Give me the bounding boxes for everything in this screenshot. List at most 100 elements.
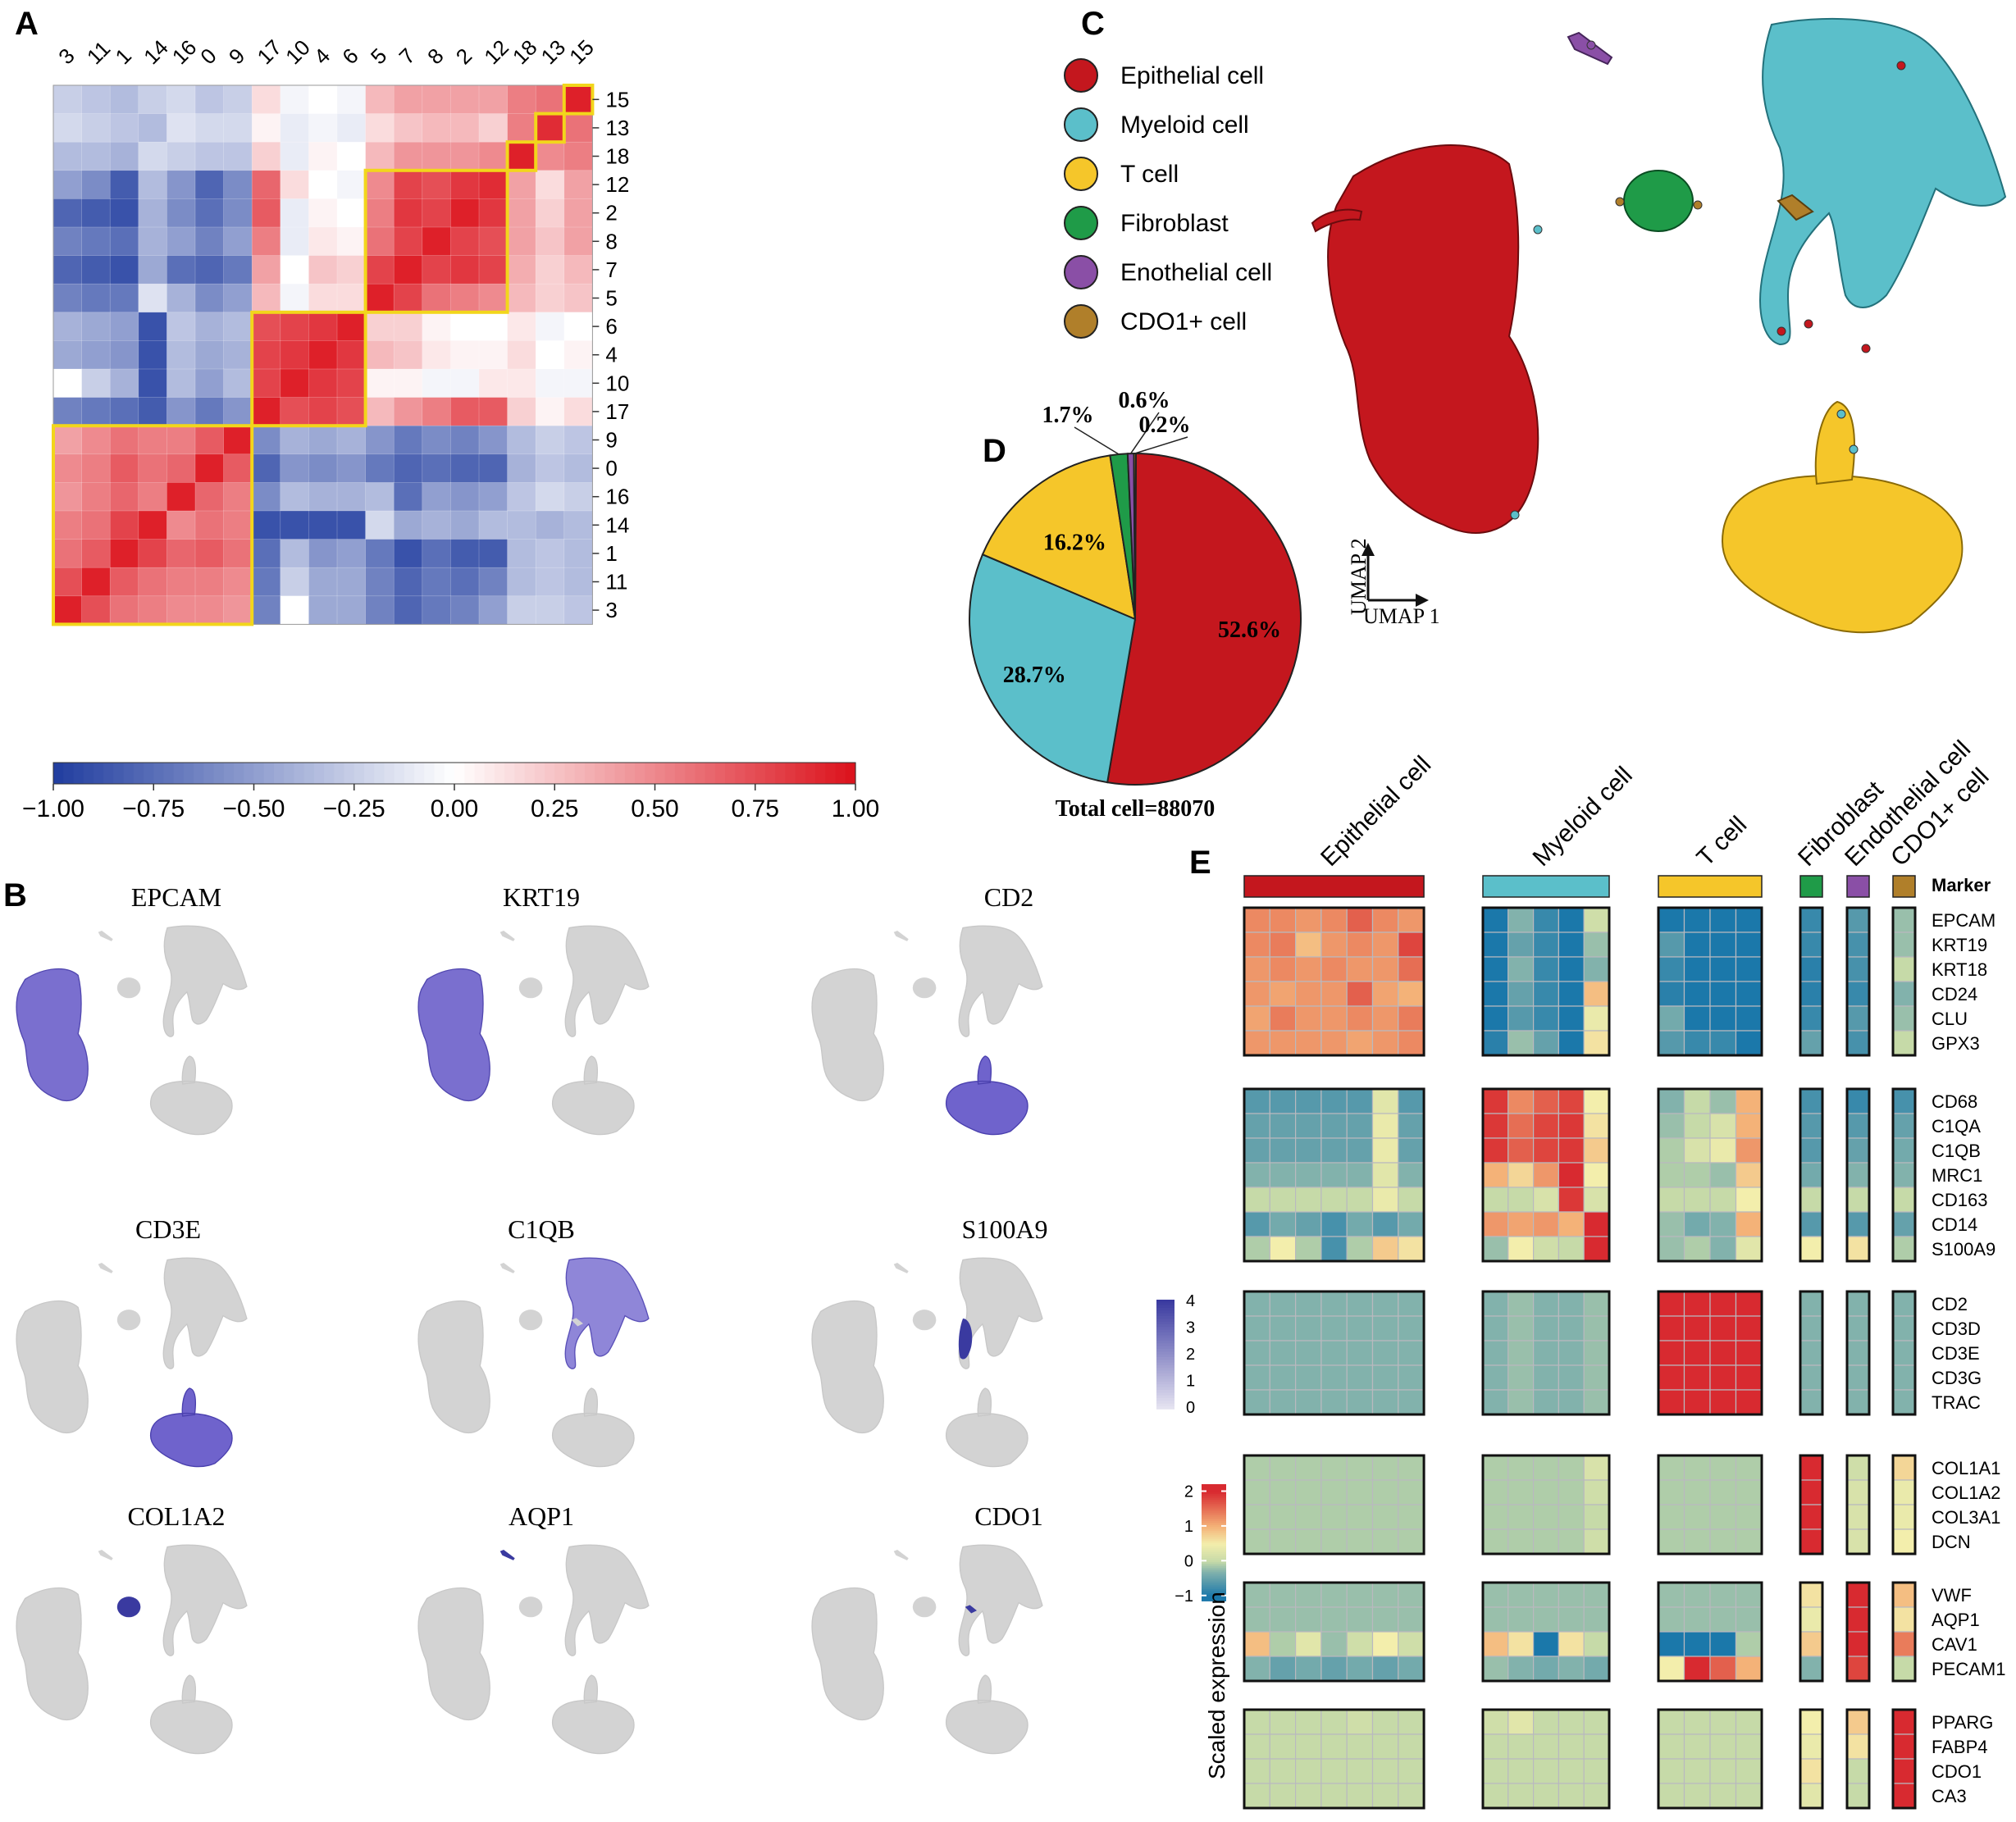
heatmap-cell: [109, 567, 139, 597]
heatmap-cell: [81, 453, 111, 484]
marker-heatmap-cell: [1320, 1709, 1348, 1735]
colorbar-segment: [303, 763, 315, 784]
marker-heatmap-cell: [1892, 1783, 1916, 1809]
marker-heatmap-cell: [1269, 1783, 1297, 1809]
heatmap-cell: [280, 198, 310, 228]
umap-epithelial-cluster: [1327, 144, 1539, 534]
heatmap-cell: [450, 425, 480, 455]
row-tick-label: 6: [605, 314, 617, 339]
heatmap-cell: [251, 595, 281, 626]
marker-heatmap-cell: [1269, 1364, 1297, 1391]
heatmap-cell: [81, 425, 111, 455]
mini-umap-fibroblast: [116, 1310, 141, 1331]
marker-heatmap-cell: [1799, 1187, 1823, 1213]
marker-heatmap-cell: [1846, 1315, 1870, 1341]
feature-colorbar-segment: [1156, 1401, 1174, 1405]
heatmap-cell: [336, 482, 367, 512]
marker-block-outline: [1243, 1290, 1425, 1416]
marker-block-outline: [1891, 1708, 1917, 1810]
group-color-bar: [1482, 875, 1610, 898]
marker-block-outline: [1243, 906, 1425, 1057]
heatmap-cell: [81, 283, 111, 313]
marker-heatmap-cell: [1658, 1455, 1685, 1481]
heatmap-cell: [251, 453, 281, 484]
scaled-colorbar-segment: [1202, 1568, 1226, 1570]
scaled-colorbar-segment: [1202, 1509, 1226, 1512]
heatmap-cell: [52, 255, 83, 285]
heatmap-cell: [308, 312, 338, 342]
heatmap-cell: [422, 255, 452, 285]
colorbar-segment: [574, 763, 586, 784]
marker-heatmap-cell: [1709, 1606, 1737, 1633]
heatmap-cell: [336, 510, 367, 540]
marker-block-outline: [1845, 1581, 1871, 1683]
umap-myeloid-cluster: [1759, 17, 2007, 346]
marker-heatmap-cell: [1683, 956, 1711, 982]
marker-heatmap-cell: [1558, 1631, 1585, 1657]
marker-heatmap-cell: [1583, 956, 1610, 982]
marker-heatmap-cell: [1709, 1340, 1737, 1366]
marker-heatmap-cell: [1371, 1187, 1399, 1213]
marker-heatmap-cell: [1709, 1236, 1737, 1262]
heatmap-cell: [280, 567, 310, 597]
marker-heatmap-cell: [1846, 1455, 1870, 1481]
heatmap-cell: [535, 539, 565, 568]
mini-umap-epithelial: [811, 1300, 884, 1434]
colorbar-segment: [294, 763, 305, 784]
heatmap-cell: [308, 340, 338, 370]
marker-label: CD68: [1932, 1091, 1977, 1112]
group-label: Myeloid cell: [1528, 762, 1638, 872]
marker-heatmap-cell: [1558, 1504, 1585, 1530]
marker-heatmap-cell: [1799, 1733, 1823, 1760]
marker-heatmap-cell: [1398, 956, 1425, 982]
heatmap-cell: [563, 397, 594, 426]
marker-heatmap-cell: [1532, 1504, 1559, 1530]
scaled-colorbar-segment: [1202, 1537, 1226, 1540]
marker-heatmap-cell: [1320, 1504, 1348, 1530]
heatmap-cell: [336, 226, 367, 257]
pie-value-label: 16.2%: [1043, 530, 1106, 555]
scaled-colorbar-segment: [1202, 1487, 1226, 1491]
col-tick-label: 6: [337, 43, 363, 69]
col-tick-label: 0: [195, 43, 221, 69]
heatmap-cell: [223, 510, 253, 540]
marker-heatmap-cell: [1558, 1582, 1585, 1608]
marker-heatmap-cell: [1243, 1504, 1270, 1530]
heatmap-cell: [336, 397, 367, 426]
heatmap-cell: [81, 539, 111, 568]
scaled-colorbar-segment: [1202, 1499, 1226, 1502]
marker-heatmap-cell: [1799, 931, 1823, 958]
feature-colorbar-label: 3: [1186, 1319, 1195, 1337]
marker-heatmap-cell: [1243, 1088, 1270, 1114]
cluster-block-outline: [52, 424, 254, 626]
marker-heatmap-cell: [1892, 1606, 1916, 1633]
marker-heatmap-cell: [1507, 1364, 1535, 1391]
marker-heatmap-cell: [1294, 1504, 1322, 1530]
marker-block-outline: [1891, 1581, 1917, 1683]
heatmap-cell: [535, 397, 565, 426]
umap-stray-cell: [1586, 40, 1596, 50]
feature-colorbar-segment: [1156, 1316, 1174, 1319]
marker-heatmap-cell: [1558, 1340, 1585, 1366]
marker-heatmap-cell: [1735, 1606, 1763, 1633]
marker-heatmap-cell: [1346, 1528, 1374, 1555]
heatmap-cell: [393, 425, 423, 455]
heatmap-cell: [166, 113, 196, 143]
marker-heatmap-cell: [1683, 1187, 1711, 1213]
marker-heatmap-cell: [1532, 1113, 1559, 1139]
pie-value-label: 52.6%: [1218, 617, 1281, 643]
scaled-colorbar-segment: [1202, 1527, 1226, 1530]
marker-heatmap-cell: [1799, 1631, 1823, 1657]
marker-heatmap-cell: [1583, 1088, 1610, 1114]
marker-block-outline: [1243, 1454, 1425, 1556]
row-tick-label: 3: [605, 598, 617, 622]
marker-heatmap-cell: [1294, 1364, 1322, 1391]
marker-heatmap-cell: [1583, 1211, 1610, 1237]
marker-heatmap-cell: [1482, 1656, 1509, 1682]
marker-heatmap-cell: [1892, 1631, 1916, 1657]
heatmap-cell: [223, 595, 253, 626]
heatmap-cell: [450, 595, 480, 626]
colorbar-segment: [73, 763, 84, 784]
scaled-colorbar-segment: [1202, 1592, 1226, 1596]
marker-heatmap-cell: [1558, 1758, 1585, 1784]
